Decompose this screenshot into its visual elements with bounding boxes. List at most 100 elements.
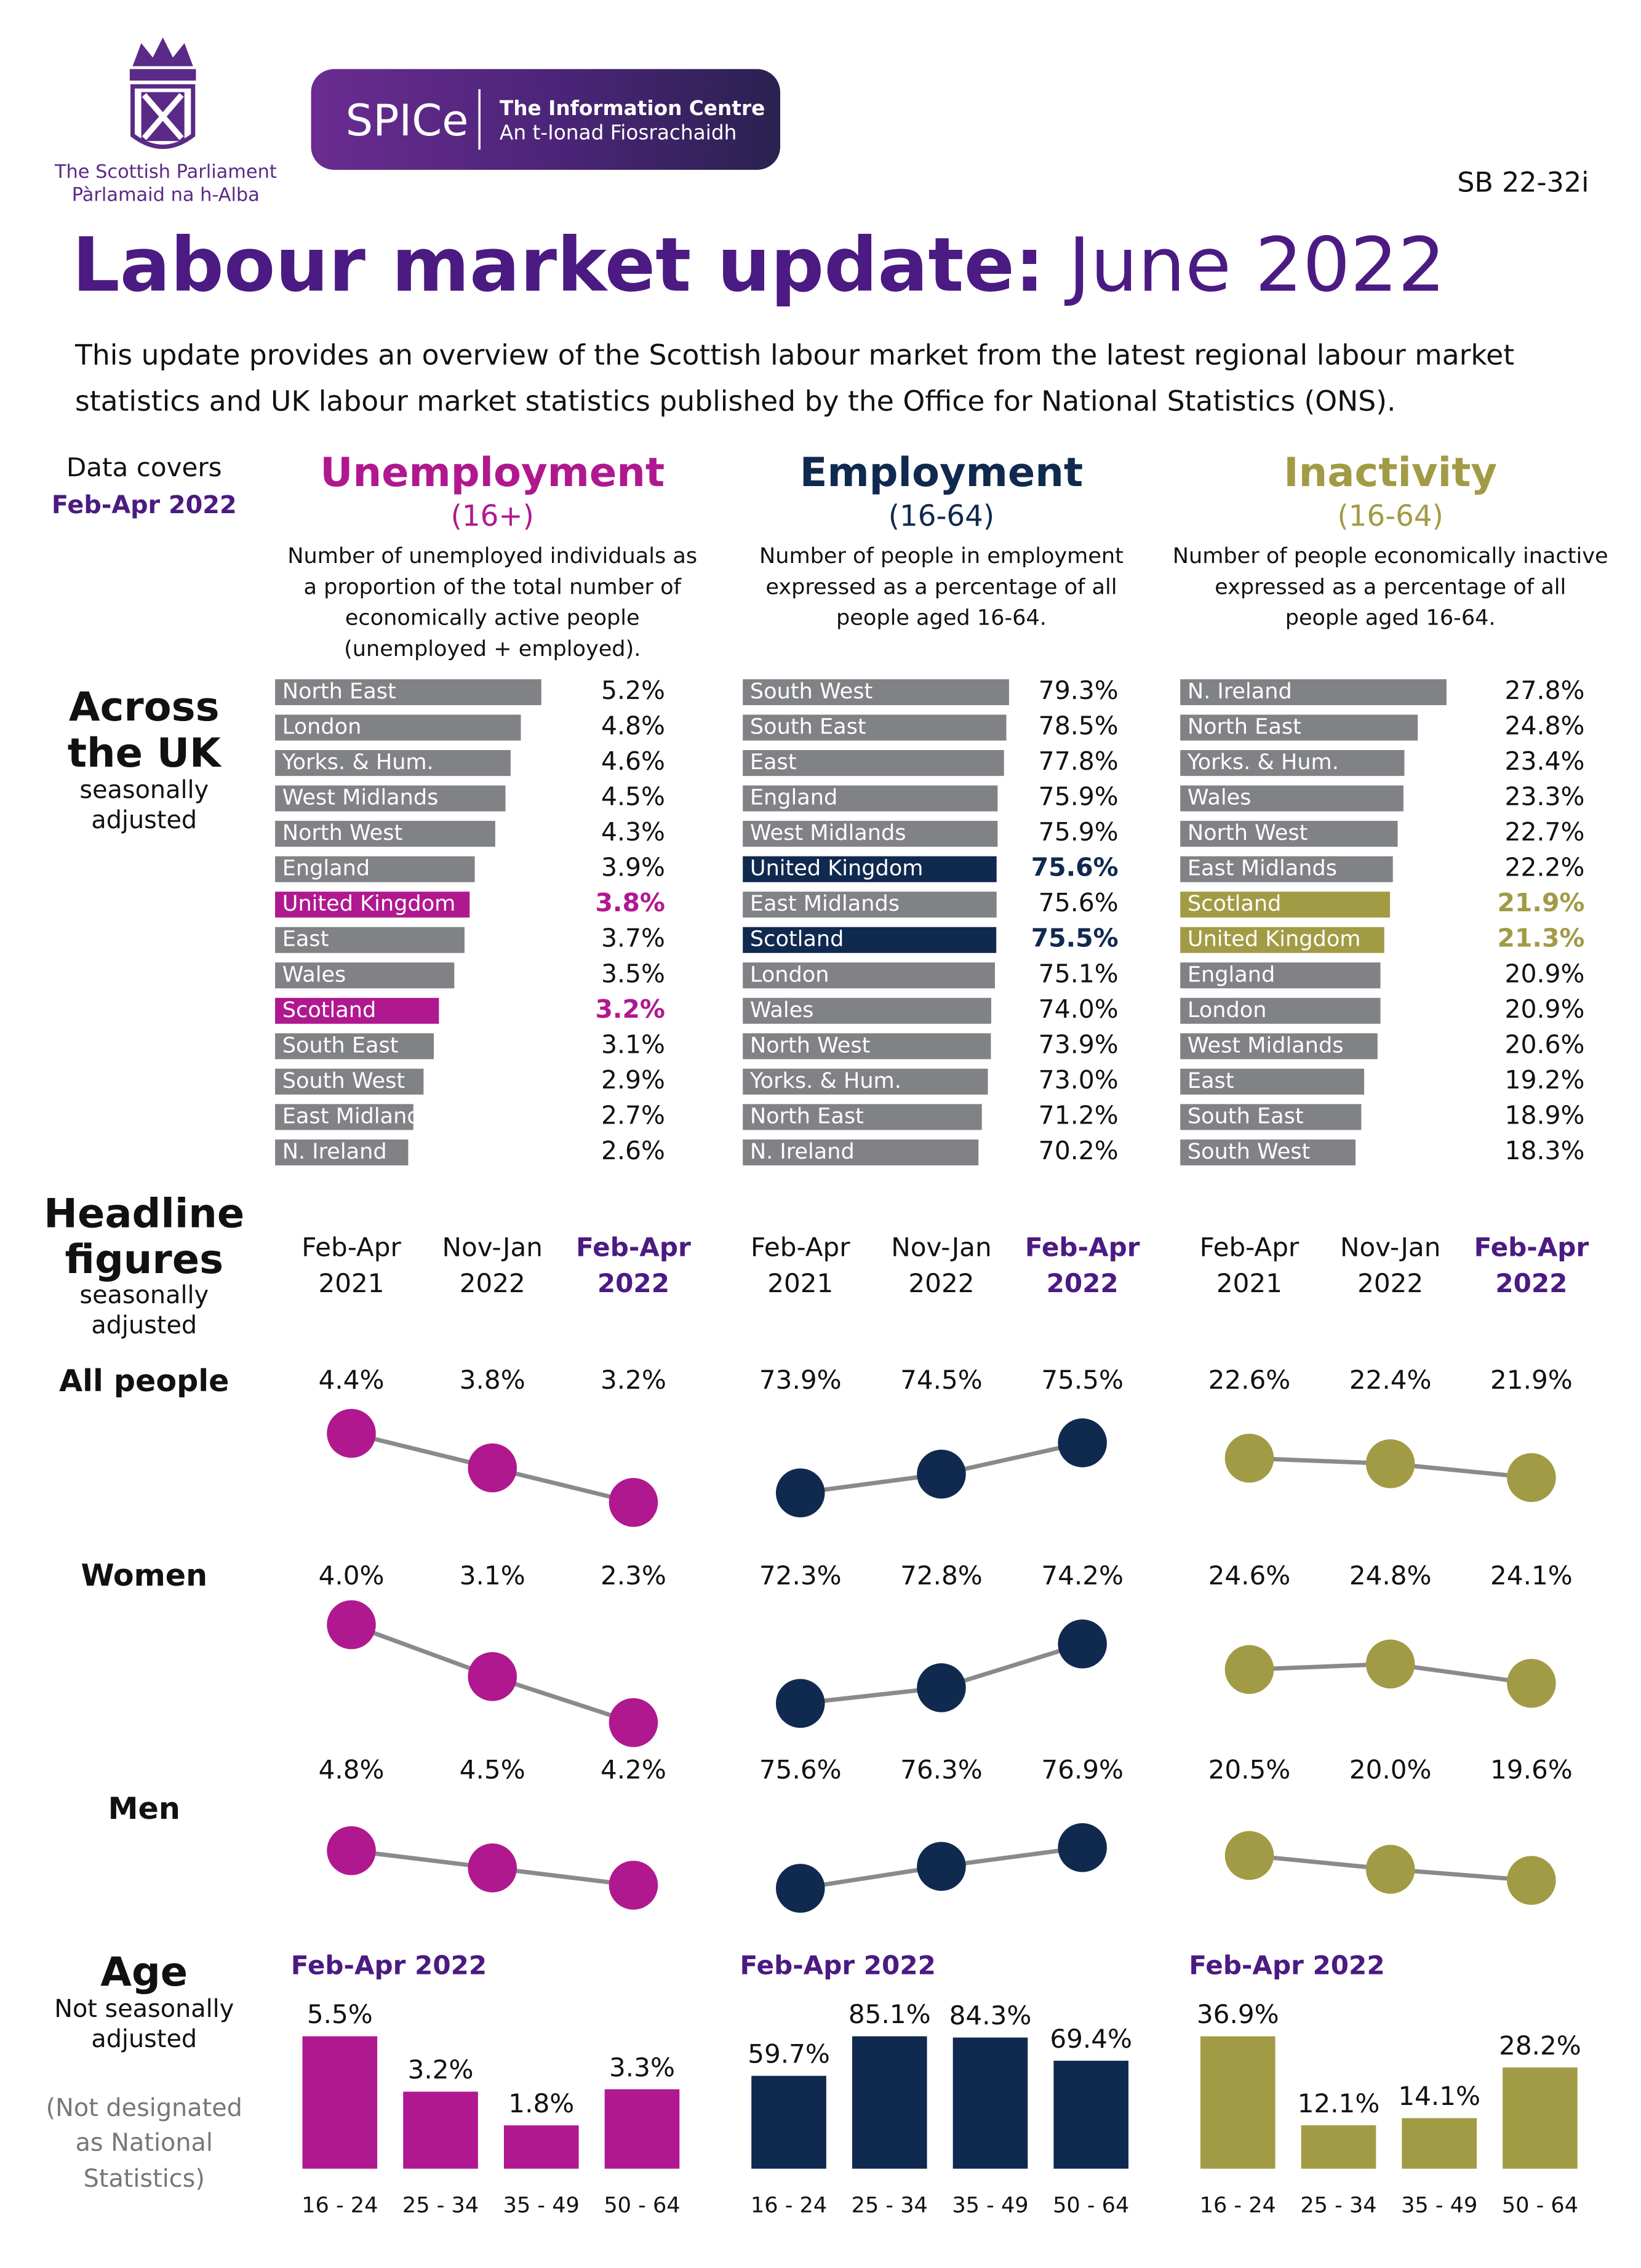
dot <box>468 1843 517 1893</box>
value-label: 3.7% <box>601 924 665 953</box>
x-tick-label: 50 - 64 <box>1502 2192 1578 2218</box>
value-label: 73.9% <box>1039 1029 1119 1059</box>
value-label: 2.6% <box>601 1136 665 1165</box>
measure-title: Inactivity <box>1284 449 1497 496</box>
value-label: 20.5% <box>1208 1755 1291 1785</box>
bar <box>275 1139 409 1165</box>
bar <box>743 714 1007 741</box>
bar <box>743 1033 991 1060</box>
value-label: 19.6% <box>1490 1755 1573 1785</box>
bar-label: North East <box>282 679 396 704</box>
bar-label: N. Ireland <box>282 1139 387 1164</box>
value-label: 76.3% <box>900 1755 983 1785</box>
measure-description: Number of people economically inactive <box>1173 543 1608 569</box>
dot <box>1224 1831 1274 1880</box>
value-label: 75.6% <box>759 1755 842 1785</box>
value-label: 3.8% <box>460 1365 525 1395</box>
x-tick-label: 16 - 24 <box>1200 2192 1276 2218</box>
value-label: 3.2% <box>408 2054 474 2085</box>
value-label: 2.7% <box>601 1100 665 1130</box>
value-label: 73.9% <box>759 1365 842 1395</box>
group-label: Men <box>108 1791 180 1826</box>
bar <box>1180 856 1393 882</box>
period-label: 2022 <box>1495 1268 1567 1298</box>
bar-label: East <box>282 927 329 952</box>
brand: SPICe <box>346 95 469 146</box>
bar-label: Wales <box>282 962 346 987</box>
value-label: 84.3% <box>949 2000 1032 2030</box>
age-title: Feb-Apr 2022 <box>740 1951 936 1981</box>
title: Labour market update: June 2022 <box>72 222 1445 309</box>
bar-label: West Midlands <box>282 785 439 810</box>
period-label: Feb-Apr <box>1474 1232 1589 1263</box>
value-label: 71.2% <box>1039 1100 1119 1130</box>
bar <box>1180 1033 1378 1060</box>
bar-label: East Midland <box>282 1103 421 1128</box>
bar <box>1180 785 1403 812</box>
reference: SB 22-32i <box>1457 167 1589 198</box>
brand-name-gaelic: An t-Ionad Fiosrachaidh <box>500 121 737 145</box>
dot <box>1365 1639 1415 1689</box>
dot <box>1058 1619 1107 1669</box>
period-label: Nov-Jan <box>442 1232 543 1263</box>
value-label: 4.0% <box>319 1560 385 1591</box>
value-label: 3.5% <box>601 959 665 988</box>
value-label: 3.9% <box>601 853 665 882</box>
period-label: 2022 <box>1047 1268 1119 1298</box>
bar-label: North East <box>750 1103 864 1128</box>
section-note: adjusted <box>91 2025 197 2053</box>
period-label: 2021 <box>318 1268 384 1298</box>
bar <box>852 2036 927 2169</box>
bar <box>1180 1068 1365 1095</box>
value-label: 1.8% <box>508 2088 574 2118</box>
bar-label: South East <box>282 1032 399 1058</box>
x-tick-label: 35 - 49 <box>503 2192 580 2218</box>
value-label: 3.2% <box>595 994 665 1024</box>
bar <box>275 1033 434 1060</box>
value-label: 79.3% <box>1039 676 1119 705</box>
value-label: 4.5% <box>601 782 665 812</box>
dot <box>1365 1439 1415 1488</box>
data-covers: Data covers <box>66 452 222 482</box>
value-label: 14.1% <box>1398 2081 1480 2111</box>
value-label: 21.9% <box>1497 888 1584 917</box>
age-caveat: (Not designated <box>46 2094 242 2122</box>
x-tick-label: 35 - 49 <box>1401 2192 1477 2218</box>
bar <box>1180 997 1381 1024</box>
bar <box>751 2075 826 2169</box>
value-label: 74.5% <box>900 1365 983 1395</box>
measure-description: economically active people <box>345 605 640 631</box>
value-label: 73.0% <box>1039 1065 1119 1095</box>
measure-title: Employment <box>800 449 1083 496</box>
bar-label: South West <box>282 1068 405 1093</box>
bar <box>743 679 1009 706</box>
x-tick-label: 50 - 64 <box>1053 2192 1129 2218</box>
bar <box>743 785 998 812</box>
bar <box>1402 2118 1477 2169</box>
bar-label: United Kingdom <box>750 856 924 881</box>
bar-label: East <box>750 749 797 775</box>
value-label: 27.8% <box>1504 676 1584 705</box>
age-caveat: Statistics) <box>84 2165 205 2193</box>
bar <box>743 962 995 989</box>
dot <box>775 1468 825 1518</box>
value-label: 75.9% <box>1039 782 1119 812</box>
bar-label: North West <box>1188 820 1308 845</box>
value-label: 23.4% <box>1504 746 1584 776</box>
period-label: 2021 <box>1216 1268 1282 1298</box>
value-label: 18.3% <box>1504 1136 1584 1165</box>
bar-label: West Midlands <box>1188 1032 1344 1058</box>
bar <box>1180 1104 1362 1130</box>
dot <box>1058 1823 1107 1872</box>
bar <box>743 1068 988 1095</box>
value-label: 4.4% <box>319 1365 385 1395</box>
bar <box>604 2089 680 2169</box>
bar <box>403 2091 478 2169</box>
value-label: 59.7% <box>748 2038 830 2069</box>
dot <box>327 1600 376 1650</box>
measure-description: Number of people in employment <box>759 543 1124 569</box>
value-label: 74.2% <box>1041 1560 1124 1591</box>
value-label: 22.6% <box>1208 1365 1291 1395</box>
measure-subtitle: (16-64) <box>888 500 994 533</box>
bar-label: Wales <box>750 997 814 1023</box>
